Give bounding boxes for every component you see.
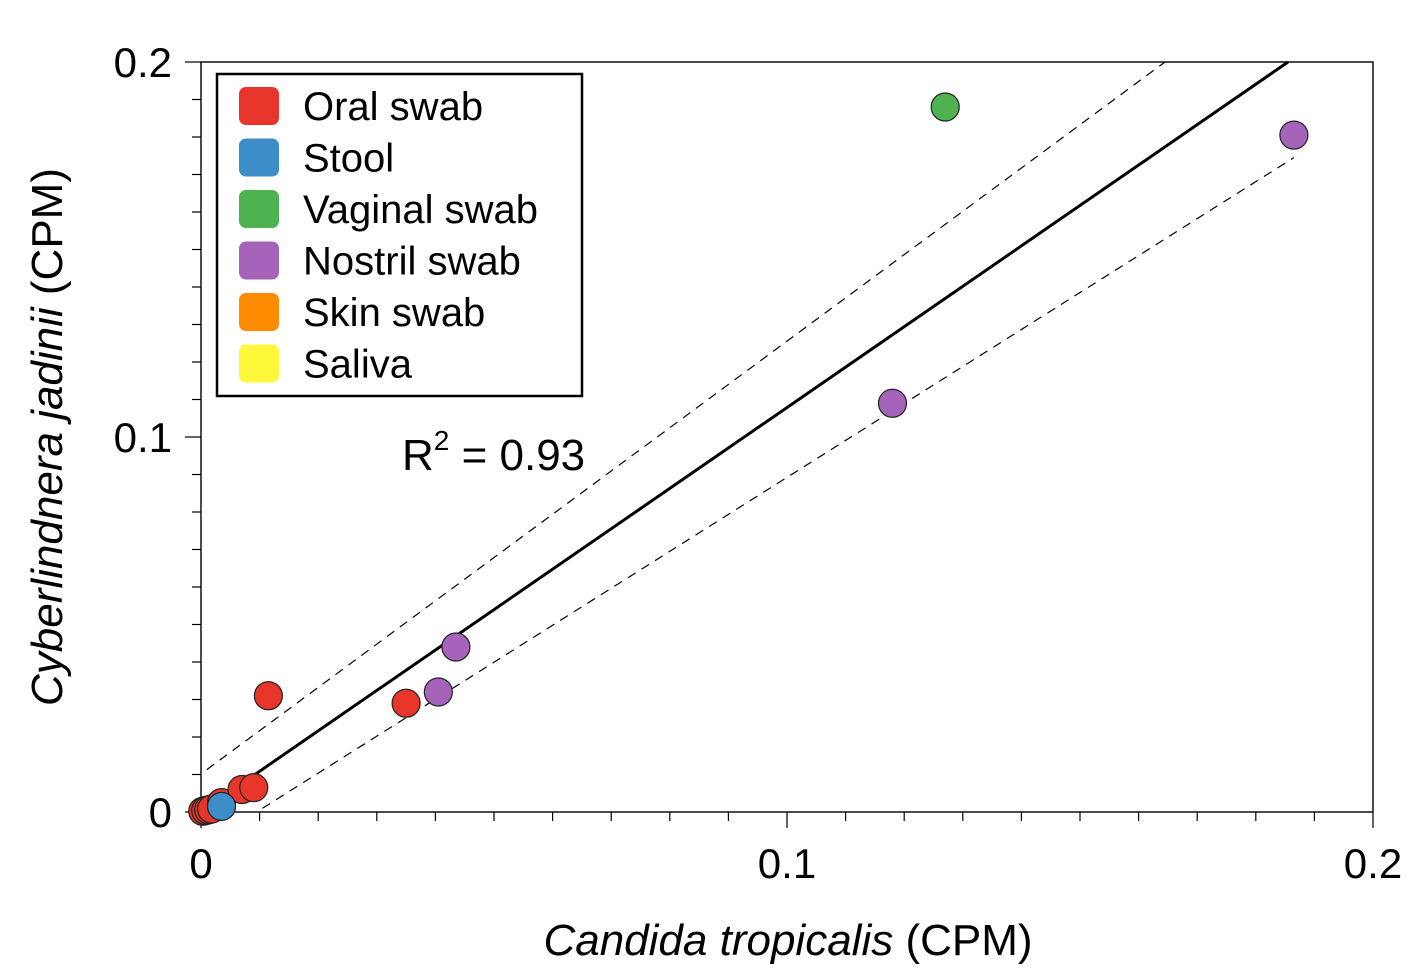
point-vaginal-swab (930, 92, 960, 122)
point-nostril-swab (877, 388, 908, 418)
legend-swatch-skin-swab (239, 293, 279, 331)
legend-box (215, 72, 584, 398)
legend-swatch-nostril-swab (239, 241, 279, 280)
x-axis-title-unit: (CPM) (893, 916, 1032, 965)
legend-label-nostril-swab: Nostril swab (303, 240, 521, 284)
y-tick-label: 0.2 (114, 39, 172, 86)
y-axis-title-unit: (CPM) (23, 168, 72, 307)
x-tick-label: 0 (189, 840, 212, 887)
legend: Oral swab Stool Vaginal swab Nostril swab Sk… (215, 72, 584, 398)
data-points (188, 92, 1309, 826)
x-tick-label: 0.2 (1344, 840, 1402, 887)
legend-label-stool: Stool (303, 137, 394, 181)
x-tick-label: 0.1 (758, 840, 816, 887)
y-tick-label: 0.1 (114, 414, 172, 461)
r-squared-annotation: R2 = 0.93 (402, 425, 585, 480)
legend-swatch-vaginal-swab (239, 190, 279, 228)
legend-label-oral-swab: Oral swab (303, 85, 483, 129)
tick-labels: 0 0.1 0.2 0 0.1 0.2 (114, 39, 1403, 887)
x-axis-title: Candida tropicalis (CPM) (543, 916, 1032, 965)
y-axis-title: Cyberlindnera jadinii (CPM) (23, 168, 72, 706)
y-axis-title-italic: Cyberlindnera jadinii (23, 306, 72, 706)
legend-items: Oral swab Stool Vaginal swab Nostril swab Sk… (239, 85, 538, 387)
confidence-upper-line (206, 61, 1166, 771)
confidence-lower-line (262, 157, 1295, 809)
point-nostril-swab (1279, 120, 1309, 150)
legend-label-saliva: Saliva (303, 343, 413, 387)
r-squared-value: = 0.93 (449, 431, 585, 480)
point-oral-swab (391, 688, 421, 718)
point-stool (206, 791, 237, 821)
legend-swatch-oral-swab (239, 87, 279, 125)
confidence-lines (206, 61, 1295, 809)
legend-swatch-stool (239, 138, 279, 177)
r-squared-sup: 2 (434, 425, 450, 456)
point-oral-swab (253, 681, 283, 711)
r-squared-base: R (402, 431, 434, 480)
x-axis-title-italic: Candida tropicalis (543, 916, 893, 965)
point-oral-swab (239, 773, 269, 803)
point-nostril-swab (441, 632, 471, 662)
regression-line (208, 60, 1289, 807)
legend-label-vaginal-swab: Vaginal swab (303, 188, 538, 232)
point-nostril-swab (423, 677, 453, 707)
legend-swatch-saliva (239, 344, 279, 383)
legend-label-skin-swab: Skin swab (303, 291, 485, 335)
y-tick-label: 0 (149, 789, 172, 836)
